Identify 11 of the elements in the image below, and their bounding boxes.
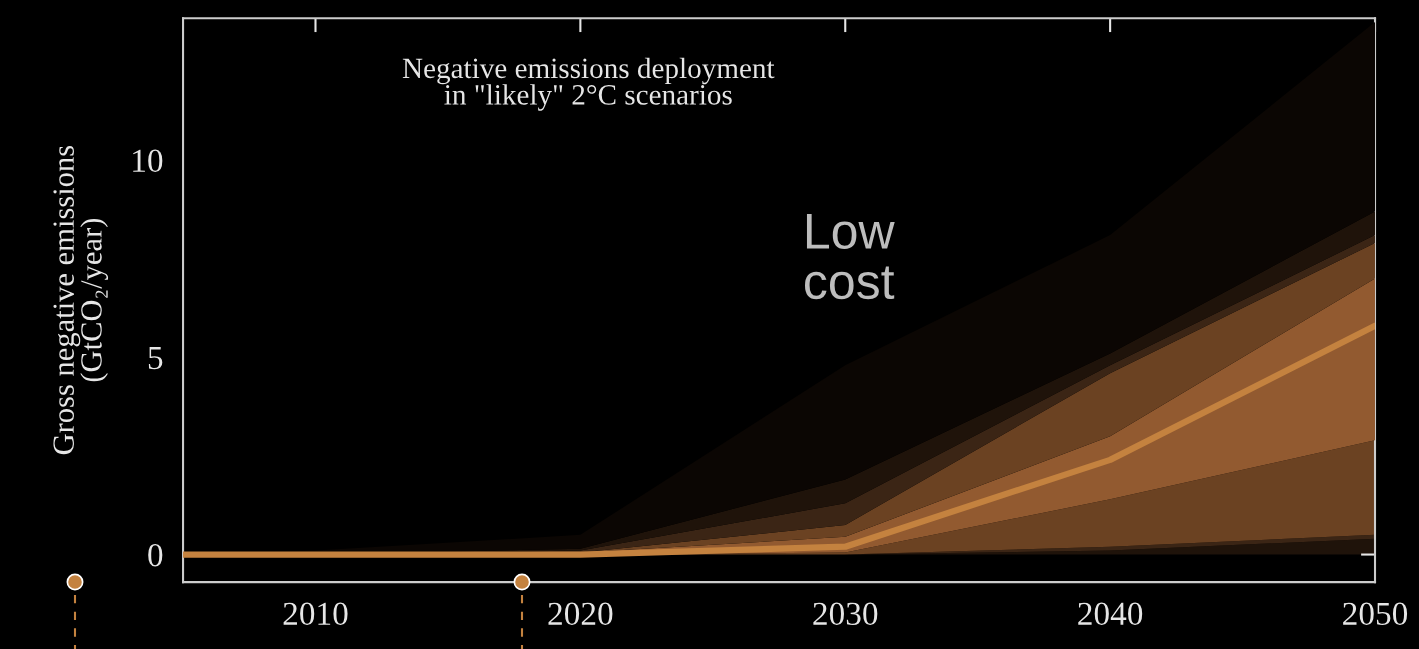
annotation: Low cost bbox=[805, 214, 895, 300]
x-tick-label: 2020 bbox=[548, 602, 613, 626]
y-tick-label: 0 bbox=[148, 543, 163, 567]
x-tick-label: 2010 bbox=[283, 602, 348, 626]
x-tick-label: 2030 bbox=[813, 602, 878, 626]
y-tick-label: 10 bbox=[133, 149, 163, 173]
x-tick-label: 2050 bbox=[1343, 602, 1408, 626]
y-axis-title: Gross negative emissions (GtCO₂/year) bbox=[53, 145, 109, 455]
y-tick-label: 5 bbox=[148, 347, 163, 370]
text: Negative emissions deployment in "likely" 2°C scenarios bbox=[402, 57, 775, 111]
x-tick-label: 2040 bbox=[1078, 602, 1143, 626]
